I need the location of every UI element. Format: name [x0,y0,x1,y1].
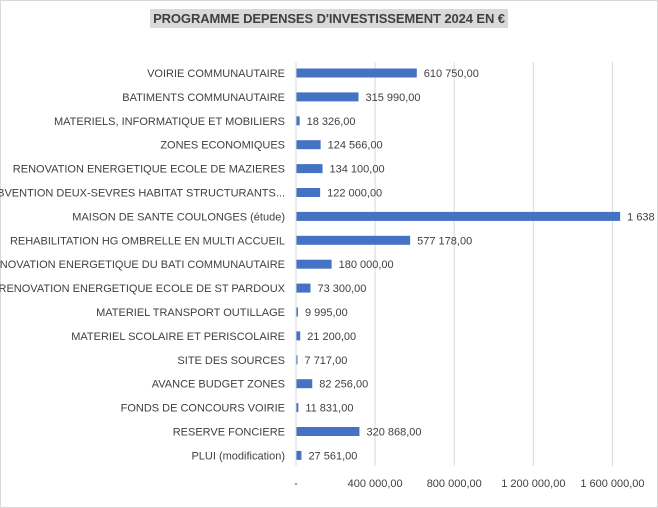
bar [296,427,360,436]
data-label: 610 750,00 [424,68,479,80]
data-label: 180 000,00 [339,259,394,271]
bar [296,92,359,102]
x-tick-label: 1 600 000,00 [580,478,644,490]
bar [296,450,302,460]
category-label: AVANCE BUDGET ZONES [152,379,285,391]
x-tick-label: 800 000,00 [427,478,482,490]
bar [296,164,323,174]
x-tick-label: 1 200 000,00 [501,478,565,490]
data-label: 124 566,00 [328,140,383,152]
bar [296,403,299,413]
bar [296,307,298,317]
bar [296,211,621,221]
data-label: 7 717,00 [305,355,348,367]
data-label: 122 000,00 [327,188,382,200]
data-label: 18 326,00 [307,116,356,128]
bar [296,355,298,365]
category-label: ZONES ECONOMIQUES [160,140,285,152]
data-label: 27 561,00 [308,450,357,462]
category-label: PLUI (modification) [191,450,285,462]
data-label: 21 200,00 [307,331,356,343]
category-label: VOIRIE COMMUNAUTAIRE [147,68,285,80]
category-label: MATERIEL SCOLAIRE ET PERISCOLAIRE [71,331,285,343]
chart-title: PROGRAMME DEPENSES D'INVESTISSEMENT 2024… [150,9,508,28]
x-tick-label: - [294,478,298,490]
data-label: 11 831,00 [305,403,353,415]
category-label: RENOVATION ENERGETIQUE ECOLE DE MAZIERES [13,164,285,176]
category-label: RESERVE FONCIERE [173,427,285,439]
data-label: 577 178,00 [417,235,472,247]
category-label: MAISON DE SANTE COULONGES (étude) [72,211,285,223]
data-label: 9 995,00 [305,307,348,319]
bar [296,140,321,150]
bar [296,235,411,245]
category-label: RENOVATION ENERGETIQUE DU BATI COMMUNAUT… [0,259,285,271]
data-label: 73 300,00 [317,283,366,295]
bar [296,379,313,389]
category-label: BATIMENTS COMMUNAUTAIRE [122,92,285,104]
category-label: MATERIEL TRANSPORT OUTILLAGE [96,307,285,319]
bar [296,188,321,197]
bar [296,331,301,341]
category-label: SUBVENTION DEUX-SEVRES HABITAT STRUCTURA… [0,188,285,200]
data-label: 320 868,00 [366,427,421,439]
data-label: 315 990,00 [365,92,420,104]
chart-title-wrap: PROGRAMME DEPENSES D'INVESTISSEMENT 2024… [0,9,658,28]
category-label: FONDS DE CONCOURS VOIRIE [121,403,285,415]
bar [296,116,300,126]
data-label: 1 638 962,00 [627,211,658,223]
data-label: 82 256,00 [319,379,368,391]
category-label: MATERIELS, INFORMATIQUE ET MOBILIERS [54,116,285,128]
bar [296,283,311,293]
category-label: SITE DES SOURCES [177,355,285,367]
category-label: RENOVATION ENERGETIQUE ECOLE DE ST PARDO… [0,283,286,295]
bar [296,68,417,78]
bar [296,259,332,269]
category-label: REHABILITATION HG OMBRELLE EN MULTI ACCU… [10,235,285,247]
data-label: 134 100,00 [330,164,385,176]
x-tick-label: 400 000,00 [348,478,403,490]
